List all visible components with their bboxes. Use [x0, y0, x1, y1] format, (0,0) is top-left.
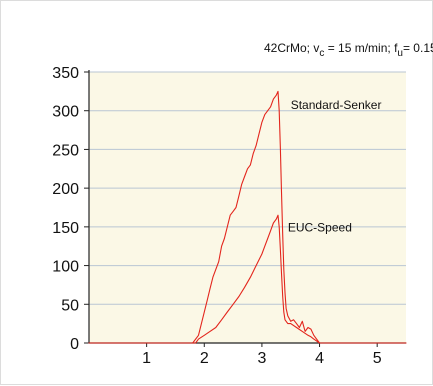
y-tick-label: 350 — [52, 65, 79, 82]
y-tick-label: 250 — [52, 142, 79, 159]
x-tick-label: 5 — [373, 350, 382, 367]
chart-title: 42CrMo; vc = 15 m/min; fu= 0.15 mm/U — [264, 41, 433, 59]
y-tick-label: 200 — [52, 181, 79, 198]
series-label-euc-speed: EUC-Speed — [288, 221, 352, 235]
series-lines — [88, 90, 407, 344]
x-tick-label: 1 — [142, 350, 151, 367]
y-tick-label: 150 — [52, 220, 79, 237]
y-tick-label: 300 — [52, 104, 79, 121]
title-v-subscript: c — [319, 48, 324, 59]
series-line-euc-speed — [88, 214, 407, 344]
series-line-standard-senker — [88, 90, 407, 344]
title-f-value: = 0.15 mm/U — [403, 41, 433, 55]
title-f-subscript: u — [397, 48, 403, 59]
labels: 0 50 100 150 200 250 300 350 1 2 3 4 5 Standard-Senke… — [52, 65, 381, 367]
title-v-value: = 15 m/min; — [324, 41, 394, 55]
title-v-symbol: v — [313, 41, 319, 55]
x-tick-label: 2 — [200, 350, 209, 367]
series-label-standard-senker: Standard-Senker — [291, 98, 382, 112]
y-tick-label: 50 — [61, 297, 79, 314]
grid — [89, 71, 406, 305]
x-tick-label: 4 — [315, 350, 324, 367]
title-f-symbol: f — [394, 41, 398, 55]
y-tick-label: 0 — [70, 336, 79, 353]
title-material: 42CrMo; — [264, 41, 313, 55]
x-tick-label: 3 — [257, 350, 266, 367]
y-tick-label: 100 — [52, 259, 79, 276]
plot-background — [89, 72, 406, 343]
